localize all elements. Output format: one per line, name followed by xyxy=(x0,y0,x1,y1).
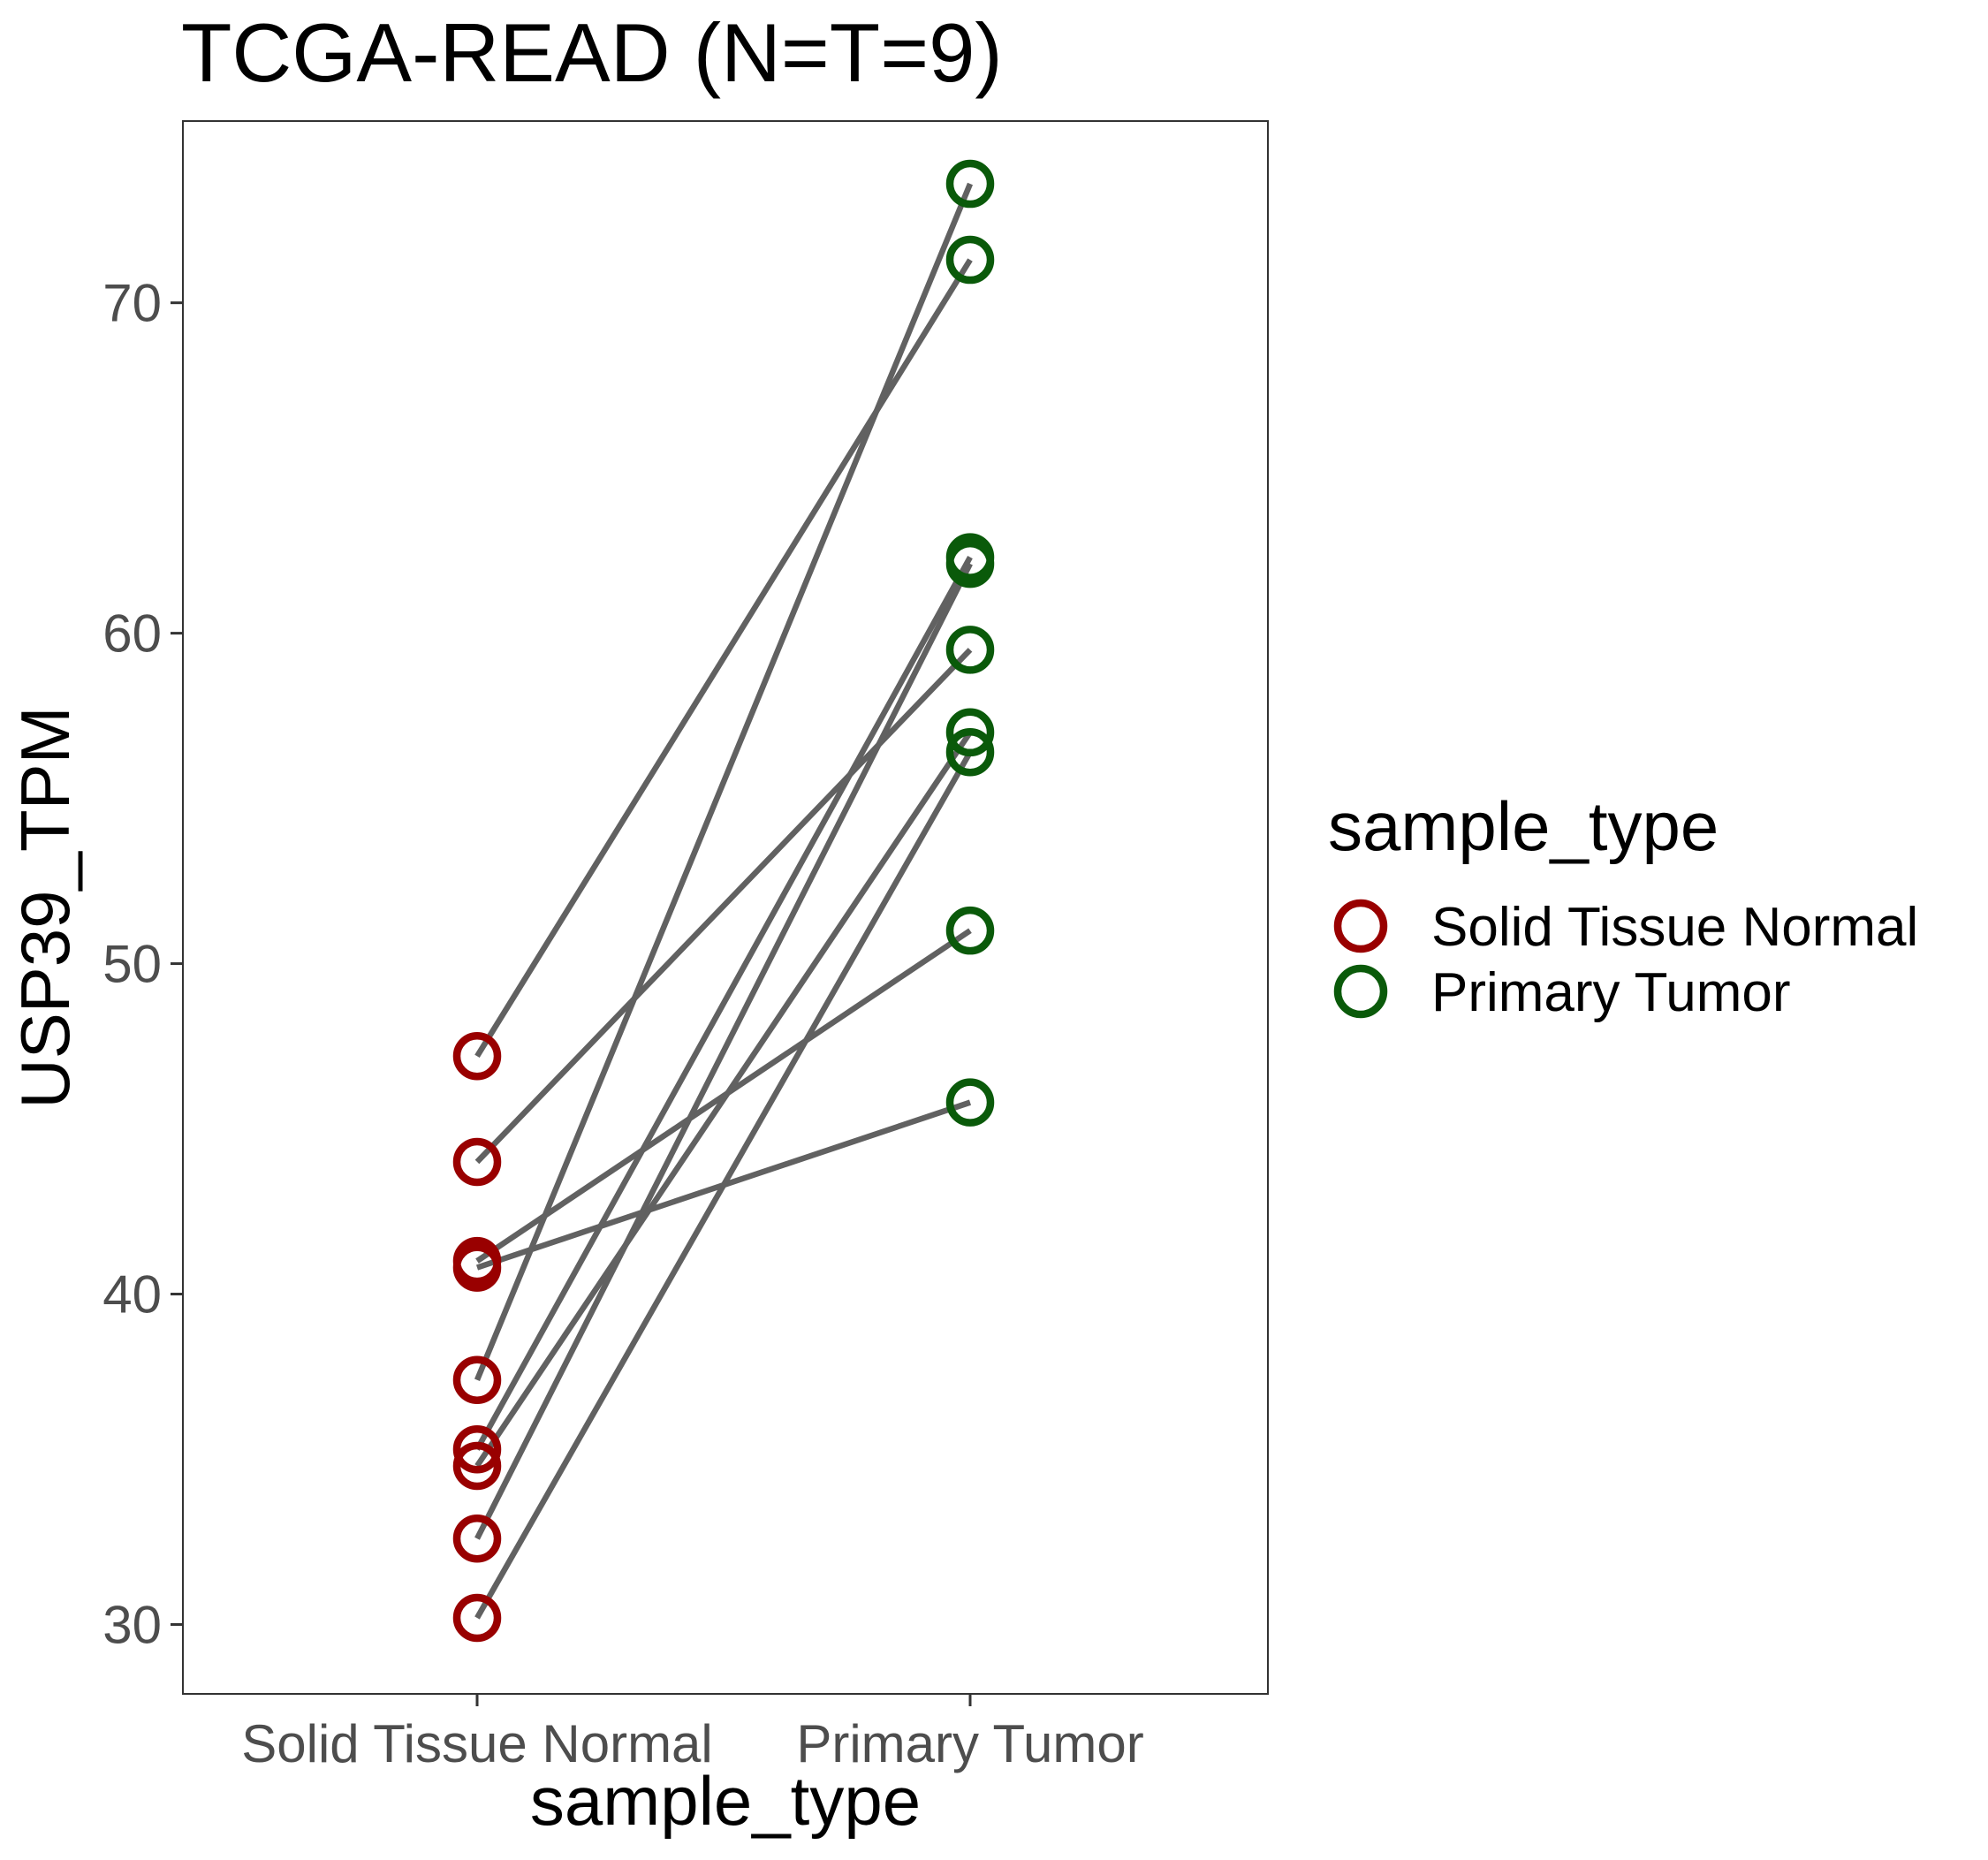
pair-line-8 xyxy=(474,562,973,1540)
tumor-point-8 xyxy=(945,539,995,588)
normal-point-5 xyxy=(452,1355,502,1404)
pair-lines xyxy=(474,182,974,1620)
normal-point-1 xyxy=(452,1032,502,1081)
y-tick-label-50: 50 xyxy=(102,935,162,994)
pair-line-9 xyxy=(474,750,973,1620)
tumor-point-1 xyxy=(945,235,995,285)
y-axis-title: USP39_TPM xyxy=(6,706,84,1108)
pair-line-6 xyxy=(474,556,973,1451)
tumor-point-4 xyxy=(945,1078,995,1127)
y-axis: 30 40 50 60 70 xyxy=(102,274,183,1654)
legend-key-2 xyxy=(1333,964,1388,1019)
pair-line-7 xyxy=(474,730,973,1468)
normal-point-2 xyxy=(452,1137,502,1187)
pair-line-1 xyxy=(474,258,973,1058)
tumor-point-3 xyxy=(945,906,995,955)
legend-label-1: Solid Tissue Normal xyxy=(1431,897,1918,958)
x-axis-title: sample_type xyxy=(530,1762,921,1840)
normal-point-6 xyxy=(452,1425,502,1474)
legend-title: sample_type xyxy=(1328,787,1719,865)
normal-point-4 xyxy=(452,1243,502,1292)
pair-line-2 xyxy=(474,648,973,1165)
chart-title: TCGA-READ (N=T=9) xyxy=(181,6,1003,99)
x-tick-label-1: Solid Tissue Normal xyxy=(241,1714,713,1773)
x-axis: Solid Tissue Normal Primary Tumor xyxy=(241,1694,1144,1773)
y-tick-label-30: 30 xyxy=(102,1595,162,1654)
tumor-point-9 xyxy=(945,727,995,777)
tumor-point-7 xyxy=(945,708,995,757)
data-points xyxy=(452,159,995,1643)
y-tick-label-70: 70 xyxy=(102,274,162,333)
legend-key-1 xyxy=(1333,899,1388,953)
tumor-point-2 xyxy=(945,626,995,674)
x-tick-label-2: Primary Tumor xyxy=(796,1714,1143,1773)
normal-point-8 xyxy=(452,1514,502,1563)
legend-label-2: Primary Tumor xyxy=(1431,962,1790,1023)
normal-point-9 xyxy=(452,1593,502,1643)
y-tick-label-60: 60 xyxy=(102,604,162,664)
pair-line-5 xyxy=(474,182,974,1381)
tumor-point-5 xyxy=(945,159,995,209)
y-tick-label-40: 40 xyxy=(102,1265,162,1325)
normal-point-7 xyxy=(452,1441,502,1491)
